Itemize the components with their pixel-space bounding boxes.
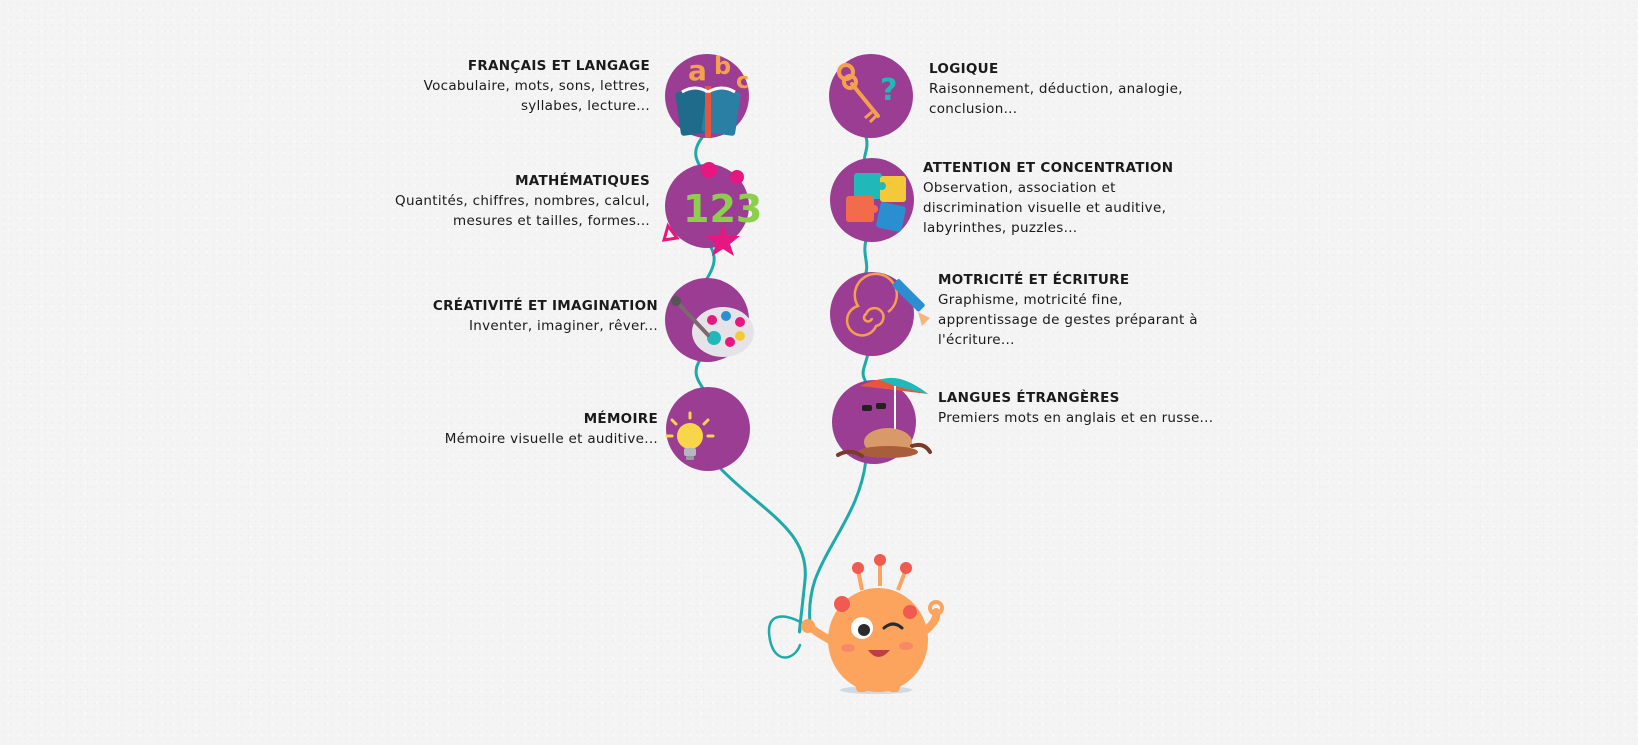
numbers-123-icon: 123	[661, 162, 762, 256]
paint-palette-icon	[671, 296, 754, 357]
skill-title: ATTENTION ET CONCENTRATION	[923, 160, 1174, 176]
skill-title: LOGIQUE	[929, 61, 999, 77]
svg-text:?: ?	[880, 73, 897, 108]
puzzle-icon	[846, 173, 906, 232]
skill-desc-line: Premiers mots en anglais et en russe...	[938, 410, 1214, 426]
skill-desc-line: conclusion...	[929, 101, 1018, 117]
svg-text:b: b	[714, 52, 731, 80]
skill-title: MATHÉMATIQUES	[515, 173, 650, 189]
balloon-attention[interactable]	[830, 158, 914, 242]
balloon-maths[interactable]: 123	[661, 162, 762, 256]
balloon-motricite[interactable]	[830, 272, 930, 356]
skill-desc-line: Quantités, chiffres, nombres, calcul,	[395, 193, 650, 209]
svg-text:123: 123	[683, 187, 762, 231]
skill-desc-line: Observation, association et	[923, 180, 1116, 196]
skill-motricite: MOTRICITÉ ET ÉCRITURE Graphisme, motrici…	[938, 270, 1198, 350]
parasol-hat-icon	[836, 377, 932, 458]
skill-title: FRANÇAIS ET LANGAGE	[467, 58, 650, 74]
spiral-pencil-icon	[845, 272, 930, 337]
skill-title: CRÉATIVITÉ ET IMAGINATION	[432, 298, 658, 314]
skill-langues: LANGUES ÉTRANGÈRES Premiers mots en angl…	[938, 388, 1213, 428]
skill-desc-line: Raisonnement, déduction, analogie,	[929, 81, 1183, 97]
balloon-creativite[interactable]	[665, 278, 754, 362]
skill-desc-line: Inventer, imaginer, rêver...	[468, 318, 658, 334]
orange-monster-mascot	[801, 554, 944, 694]
skill-maths: MATHÉMATIQUES Quantités, chiffres, nombr…	[395, 171, 650, 231]
abc-book-icon: a b c	[675, 52, 749, 138]
skill-desc-line: Vocabulaire, mots, sons, lettres,	[423, 78, 650, 94]
lightbulb-icon	[665, 411, 715, 460]
skill-desc-line: Mémoire visuelle et auditive...	[444, 431, 658, 447]
skill-title: LANGUES ÉTRANGÈRES	[938, 390, 1120, 406]
skill-francais: FRANÇAIS ET LANGAGE Vocabulaire, mots, s…	[424, 56, 650, 116]
svg-text:a: a	[688, 54, 707, 87]
skill-memoire: MÉMOIRE Mémoire visuelle et auditive...	[445, 409, 658, 449]
balloon-francais[interactable]: a b c	[665, 52, 749, 138]
skill-desc-line: mesures et tailles, formes...	[453, 213, 650, 229]
skill-desc-line: Graphisme, motricité fine,	[938, 292, 1123, 308]
key-question-icon: ?	[837, 63, 897, 124]
skill-attention: ATTENTION ET CONCENTRATION Observation, …	[923, 158, 1173, 238]
skill-title: MÉMOIRE	[583, 411, 658, 427]
balloon-logique[interactable]: ?	[829, 54, 913, 138]
svg-text:c: c	[736, 69, 749, 94]
skill-desc-line: syllabes, lecture...	[520, 98, 650, 114]
skill-desc-line: labyrinthes, puzzles...	[923, 220, 1078, 236]
balloon-memoire[interactable]	[665, 387, 750, 471]
skill-title: MOTRICITÉ ET ÉCRITURE	[938, 272, 1130, 288]
skill-desc-line: l'écriture...	[938, 332, 1015, 348]
skill-logique: LOGIQUE Raisonnement, déduction, analogi…	[929, 59, 1183, 119]
skill-creativite: CRÉATIVITÉ ET IMAGINATION Inventer, imag…	[433, 296, 658, 336]
skill-desc-line: apprentissage de gestes préparant à	[938, 312, 1198, 328]
skill-desc-line: discrimination visuelle et auditive,	[923, 200, 1167, 216]
balloon-langues[interactable]	[832, 377, 932, 464]
